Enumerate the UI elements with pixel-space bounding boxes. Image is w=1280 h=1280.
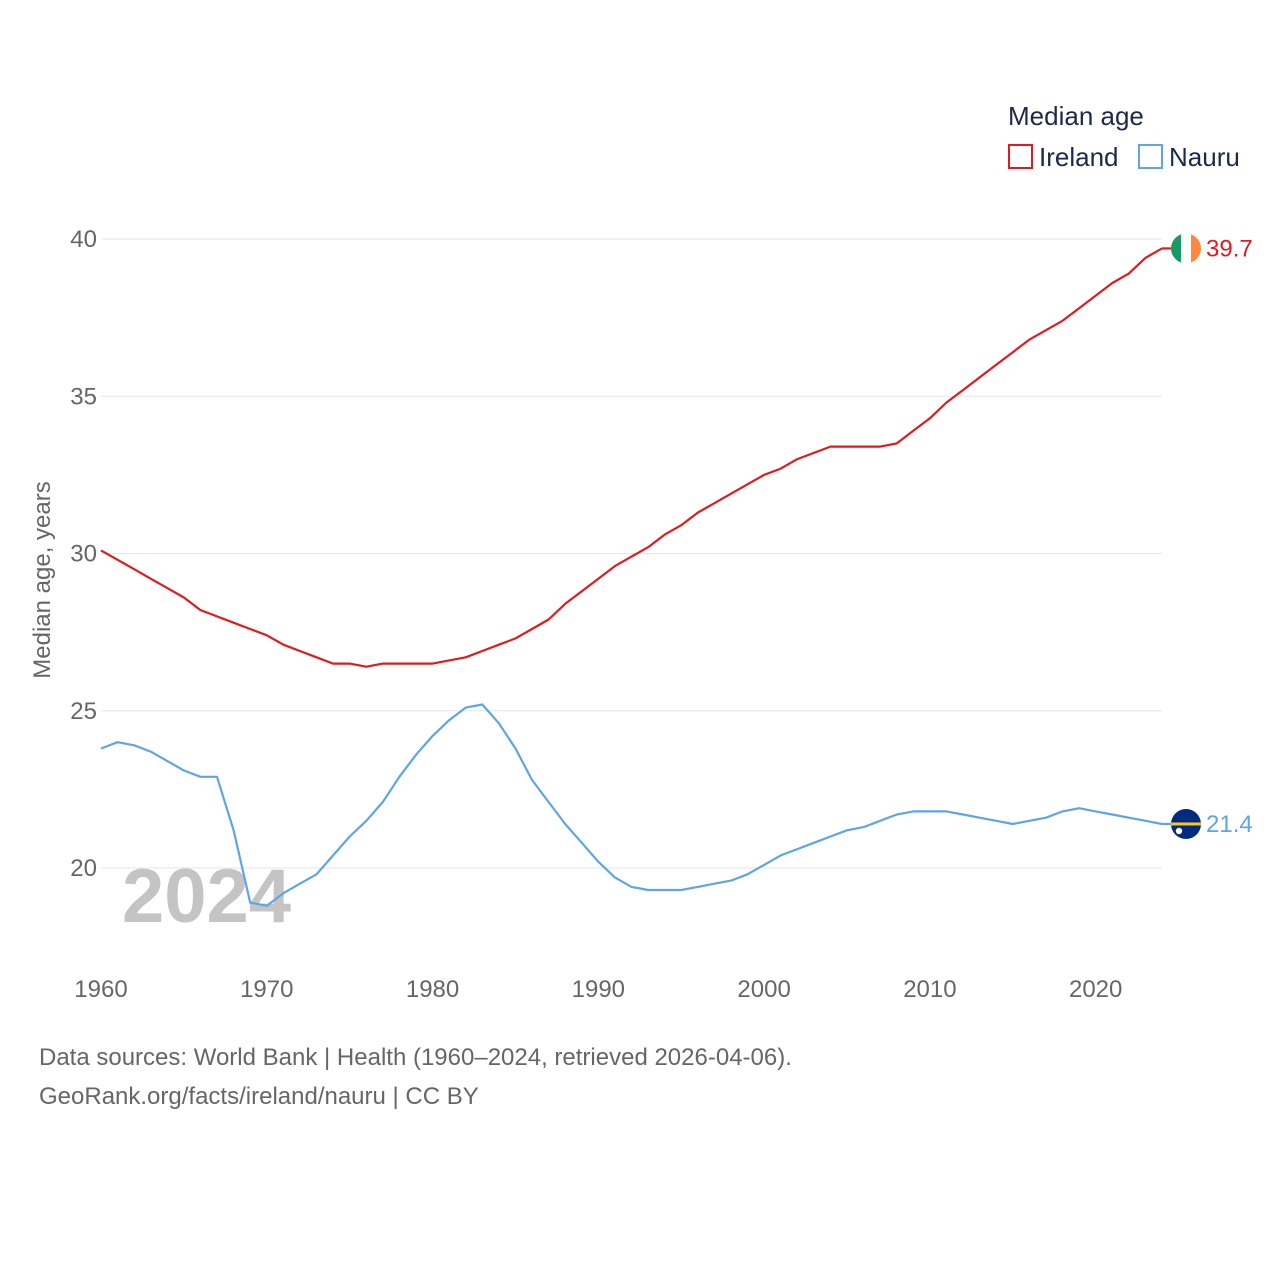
- series-lines: [100, 247, 1163, 907]
- x-tick-2000: 2000: [737, 976, 790, 1003]
- legend-title: Median age: [1008, 101, 1144, 131]
- x-tick-2010: 2010: [903, 976, 956, 1003]
- data-source-note: Data sources: World Bank | Health (1960–…: [39, 1044, 792, 1071]
- y-tick-20: 20: [70, 855, 97, 882]
- series-line-ireland: [100, 247, 1163, 668]
- ireland-flag-icon: [1171, 233, 1201, 264]
- legend-label-nauru: Nauru: [1169, 142, 1240, 172]
- legend-swatch-ireland: [1008, 144, 1033, 169]
- y-axis-label: Median age, years: [29, 481, 56, 678]
- y-tick-40: 40: [70, 226, 97, 253]
- grid-lines: [101, 238, 1162, 869]
- series-line-nauru: [100, 703, 1163, 907]
- end-label-ireland: 39.7: [1206, 235, 1253, 262]
- series-end-markers: 39.7 21.4: [1162, 233, 1253, 839]
- x-axis-ticks: 1960 1970 1980 1990 2000 2010 2020: [74, 976, 1122, 1003]
- legend: Median age Ireland Nauru: [1008, 101, 1240, 172]
- y-tick-25: 25: [70, 698, 97, 725]
- y-axis-ticks: 20 25 30 35 40: [70, 226, 97, 882]
- legend-label-ireland: Ireland: [1039, 142, 1119, 172]
- source-url-note: GeoRank.org/facts/ireland/nauru | CC BY: [39, 1083, 479, 1110]
- x-tick-1970: 1970: [240, 976, 293, 1003]
- y-tick-30: 30: [70, 541, 97, 568]
- y-tick-35: 35: [70, 383, 97, 410]
- x-tick-1960: 1960: [74, 976, 127, 1003]
- x-tick-1980: 1980: [406, 976, 459, 1003]
- legend-swatch-nauru: [1138, 144, 1163, 169]
- nauru-flag-icon: [1171, 808, 1201, 839]
- x-tick-1990: 1990: [572, 976, 625, 1003]
- year-watermark: 2024: [122, 854, 291, 939]
- end-label-nauru: 21.4: [1206, 811, 1253, 838]
- x-tick-2020: 2020: [1069, 976, 1122, 1003]
